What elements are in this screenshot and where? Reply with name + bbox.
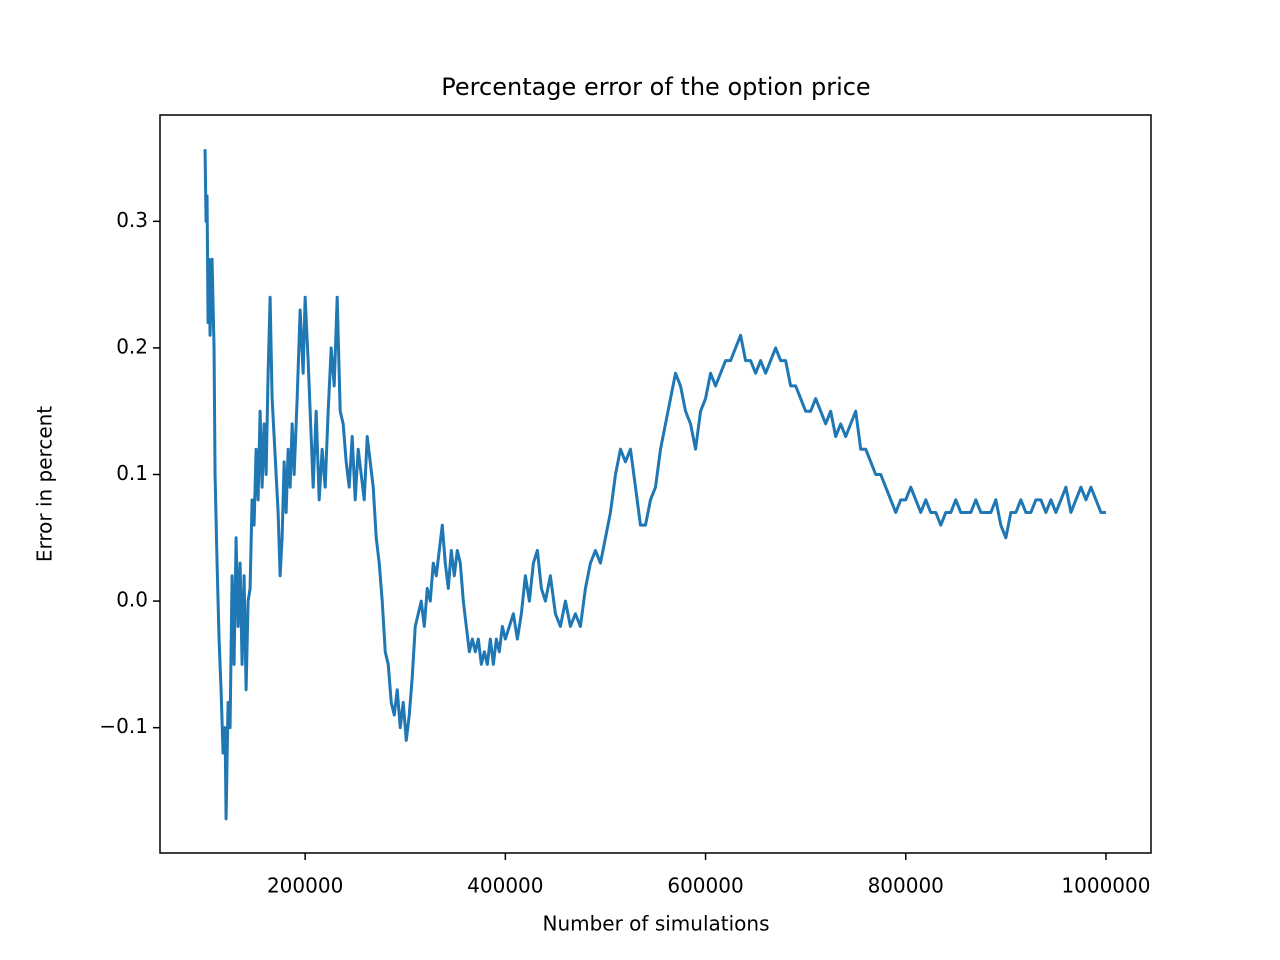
y-tick-label: 0.2 [116, 334, 148, 358]
y-tick-label: 0.1 [116, 461, 148, 485]
x-tick-label: 1000000 [1061, 874, 1150, 898]
x-axis-label: Number of simulations [542, 912, 769, 936]
x-tick-label: 200000 [267, 874, 343, 898]
y-axis-label: Error in percent [33, 406, 57, 562]
plot-frame [159, 114, 1152, 854]
y-tick-label: −0.1 [99, 714, 148, 738]
x-tick-label: 400000 [467, 874, 543, 898]
x-tick-label: 800000 [868, 874, 944, 898]
x-tick-label: 600000 [667, 874, 743, 898]
y-tick-label: 0.3 [116, 208, 148, 232]
data-line [203, 149, 1106, 821]
chart-title: Percentage error of the option price [441, 73, 870, 101]
y-tick-label: 0.0 [116, 588, 148, 612]
